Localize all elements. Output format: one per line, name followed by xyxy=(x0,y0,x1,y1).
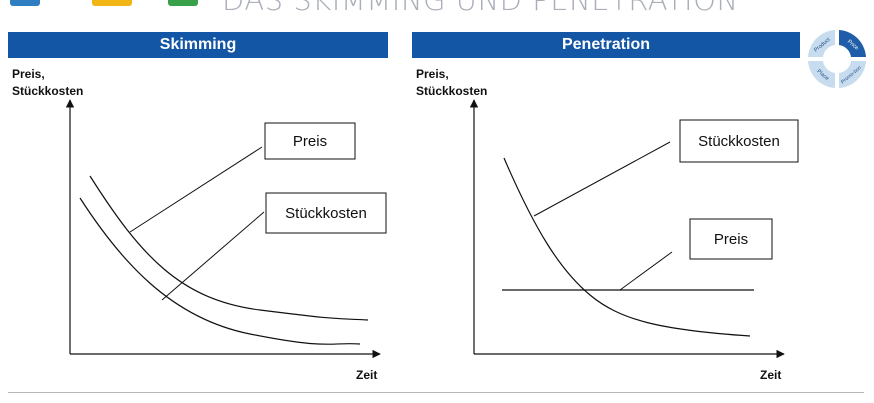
penetration-axes xyxy=(469,99,785,359)
logo-yellow-shape xyxy=(92,0,132,6)
footer-divider xyxy=(8,392,864,393)
penetration-y-label-line1: Preis, xyxy=(416,67,449,81)
penetration-stueckkosten-pointer xyxy=(533,141,671,217)
mix-segment-price xyxy=(839,30,866,57)
penetration-preis-pointer xyxy=(619,251,673,291)
skimming-y-label-line2: Stückkosten xyxy=(12,84,84,98)
skimming-y-label-line1: Preis, xyxy=(12,67,45,81)
skimming-stueckkosten-pointer xyxy=(161,211,265,301)
skimming-preis-box: Preis xyxy=(264,122,356,160)
penetration-stueckkosten-box: Stückkosten xyxy=(679,119,799,163)
skimming-x-axis-label: Zeit xyxy=(356,368,378,382)
skimming-stueckkosten-box: Stückkosten xyxy=(265,192,387,234)
marketing-mix-icon: Product Price Promo-tion Place xyxy=(808,30,866,88)
skimming-preis-pointer xyxy=(129,146,263,233)
skimming-header: Skimming xyxy=(8,32,388,58)
skimming-preis-box-label: Preis xyxy=(293,133,327,150)
penetration-y-axis-label: Preis, Stückkosten xyxy=(416,66,487,100)
slide-title: DAS SKIMMING UND PENETRATION xyxy=(222,0,739,17)
penetration-y-label-line2: Stückkosten xyxy=(416,84,488,98)
skimming-stueckkosten-box-label: Stückkosten xyxy=(285,205,367,222)
logo-green-shape xyxy=(168,0,198,6)
skimming-axes xyxy=(65,99,381,359)
mix-segment-product xyxy=(808,30,835,57)
penetration-x-axis-label: Zeit xyxy=(760,368,782,382)
penetration-header: Penetration xyxy=(412,32,800,58)
penetration-stueckkosten-box-label: Stückkosten xyxy=(698,133,780,150)
mix-segment-promotion xyxy=(839,61,866,88)
penetration-stueckkosten-curve xyxy=(503,157,751,337)
skimming-stueckkosten-curve xyxy=(79,197,361,345)
skimming-y-axis-label: Preis, Stückkosten xyxy=(12,66,83,100)
penetration-preis-box-label: Preis xyxy=(714,231,748,248)
logo-blue-shape xyxy=(10,0,40,6)
mix-segment-place xyxy=(808,61,835,88)
penetration-preis-box: Preis xyxy=(689,218,773,260)
skimming-preis-curve xyxy=(89,175,369,321)
